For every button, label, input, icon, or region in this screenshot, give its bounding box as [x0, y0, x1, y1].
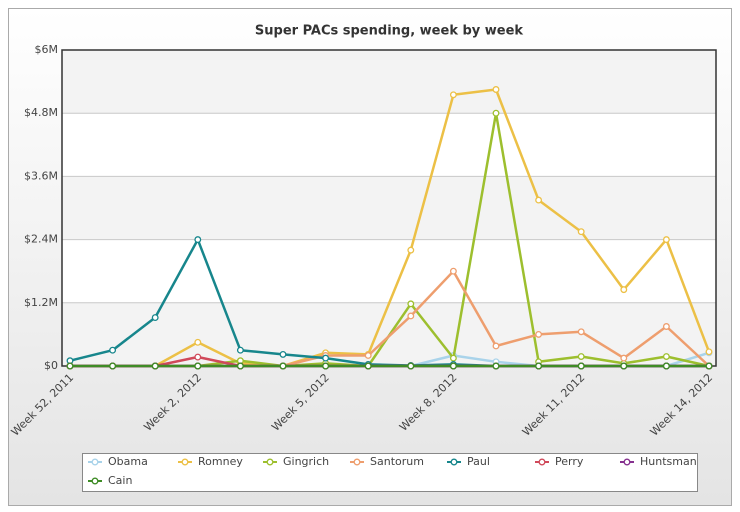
legend-marker	[181, 458, 189, 466]
point	[194, 353, 202, 361]
point	[620, 354, 628, 362]
point	[449, 354, 457, 362]
legend-label: Huntsman	[640, 455, 697, 468]
point	[705, 362, 713, 370]
legend-marker	[266, 458, 274, 466]
y-tick-label: $4.8M	[24, 106, 58, 119]
legend-label: Gingrich	[283, 455, 329, 468]
chart-title: Super PACs spending, week by week	[255, 24, 524, 39]
point	[662, 323, 670, 330]
point	[194, 362, 202, 370]
point	[662, 353, 670, 360]
legend-marker	[450, 458, 458, 466]
legend-marker	[353, 458, 361, 466]
legend-label: Santorum	[370, 455, 424, 468]
point	[449, 91, 457, 99]
grid-band	[62, 50, 716, 114]
point	[236, 362, 244, 370]
point	[535, 362, 543, 370]
y-tick-label: $0	[44, 359, 58, 372]
legend-marker	[538, 458, 546, 466]
point	[407, 300, 415, 308]
point	[662, 236, 670, 244]
y-tick-label: $2.4M	[24, 233, 58, 246]
point	[236, 346, 244, 354]
legend-marker	[91, 477, 99, 485]
point	[407, 312, 415, 320]
point	[407, 362, 415, 370]
legend-label: Paul	[467, 455, 490, 468]
legend-label: Cain	[108, 474, 132, 487]
point	[194, 236, 202, 244]
point	[151, 314, 159, 321]
point	[492, 86, 500, 93]
legend-marker	[91, 458, 99, 466]
point	[492, 362, 500, 370]
point	[492, 109, 500, 117]
point	[535, 330, 543, 338]
point	[151, 362, 159, 370]
y-tick-label: $1.2M	[24, 296, 58, 309]
point	[109, 362, 117, 370]
point	[66, 362, 74, 370]
legend-marker	[623, 458, 631, 466]
y-tick-label: $6M	[35, 43, 59, 56]
point	[577, 353, 585, 360]
point	[535, 196, 543, 204]
point	[705, 348, 713, 356]
point	[620, 362, 628, 370]
point	[194, 338, 202, 346]
legend-label: Romney	[198, 455, 243, 468]
point	[577, 228, 585, 236]
point	[279, 362, 287, 370]
point	[109, 346, 117, 354]
point	[577, 362, 585, 370]
point	[577, 328, 585, 336]
point	[322, 354, 330, 362]
point	[662, 362, 670, 370]
point	[449, 267, 457, 275]
point	[279, 350, 287, 358]
y-tick-label: $3.6M	[24, 169, 58, 182]
legend-label: Obama	[108, 455, 148, 468]
point	[449, 362, 457, 370]
point	[364, 362, 372, 370]
point	[364, 352, 372, 359]
series-line	[70, 88, 711, 368]
grid-band	[62, 176, 716, 240]
legend-label: Perry	[555, 455, 584, 468]
point	[322, 362, 330, 370]
point	[492, 342, 500, 350]
point	[407, 246, 415, 254]
point	[620, 286, 628, 294]
